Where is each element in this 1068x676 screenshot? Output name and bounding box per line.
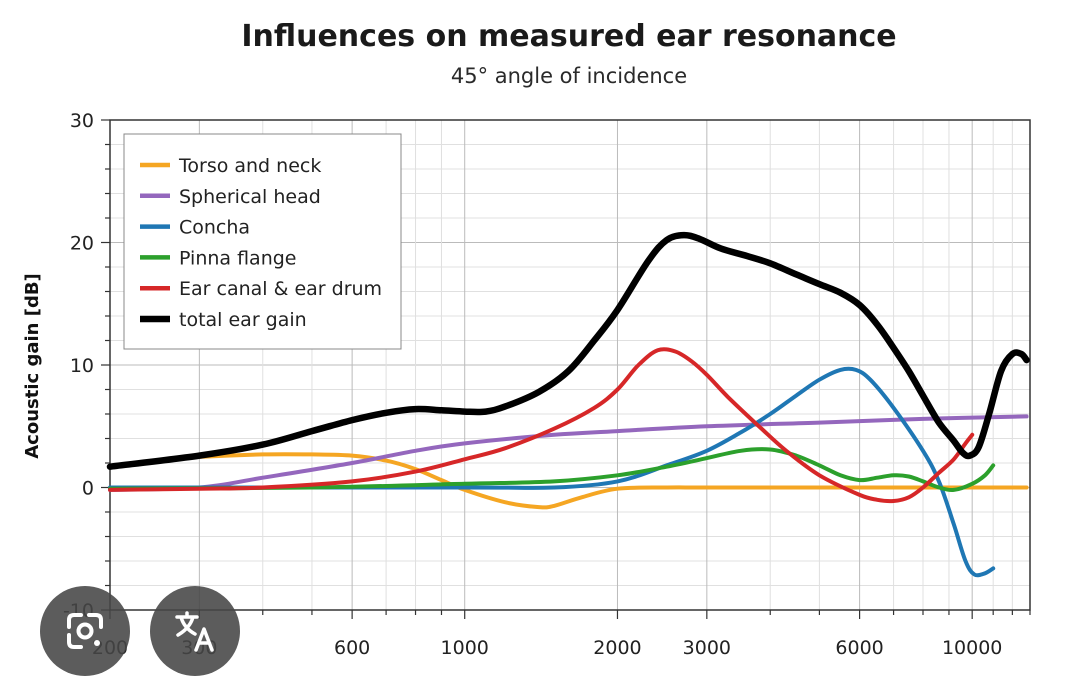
legend-label-spherical-head: Spherical head [179, 186, 321, 208]
x-tick-label: 1000 [441, 637, 489, 659]
x-tick-label: 3000 [683, 637, 731, 659]
series-line-pinna-flange [108, 447, 996, 493]
series-line-concha [108, 366, 996, 578]
legend-label-concha: Concha [179, 217, 250, 239]
legend-label-ear-canal-ear-drum: Ear canal & ear drum [179, 278, 382, 300]
google-lens-icon [67, 613, 103, 649]
google-lens-button[interactable] [40, 586, 130, 676]
y-axis-label: Acoustic gain [dB] [22, 273, 43, 459]
chart-title: Influences on measured ear resonance [241, 19, 896, 54]
legend-label-torso-and-neck: Torso and neck [178, 155, 321, 177]
x-tick-label: 2000 [593, 637, 641, 659]
translate-icon [175, 611, 214, 652]
series-line-total-ear-gain [106, 231, 1030, 470]
y-tick-label: 30 [70, 110, 94, 132]
x-tick-label: 600 [334, 637, 370, 659]
chart-subtitle: 45° angle of incidence [451, 64, 687, 88]
y-tick-label: 20 [70, 233, 94, 255]
y-tick-label: 10 [70, 355, 94, 377]
legend-label-pinna-flange: Pinna flange [179, 247, 297, 269]
x-tick-label: 10000 [942, 637, 1002, 659]
legend-box [123, 133, 402, 350]
series-line-ear-canal-ear-drum [108, 347, 975, 504]
legend-label-total-ear-gain: total ear gain [179, 309, 307, 331]
legend: Torso and neck Spherical head Concha Pinna … [123, 133, 402, 350]
x-tick-label: 6000 [835, 637, 883, 659]
y-tick-label: 0 [82, 478, 94, 500]
series-lines [106, 231, 1030, 578]
series-line-torso-and-neck [108, 452, 1029, 510]
translate-button[interactable] [150, 586, 240, 676]
